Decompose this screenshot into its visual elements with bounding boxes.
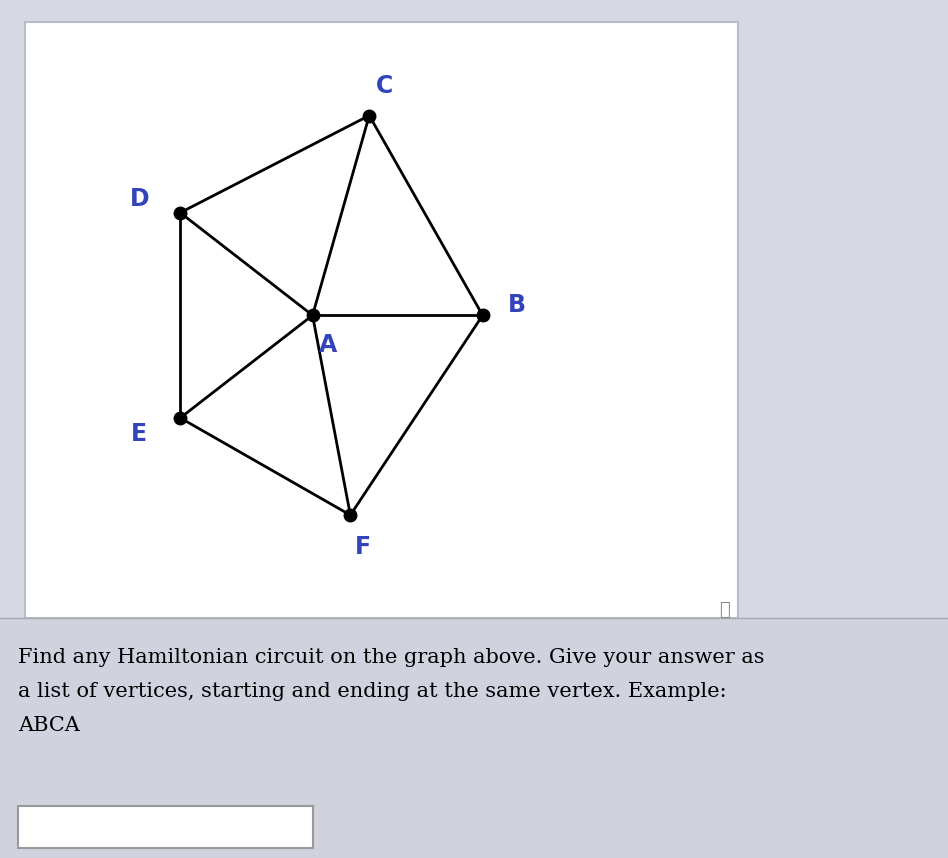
Text: Find any Hamiltonian circuit on the graph above. Give your answer as: Find any Hamiltonian circuit on the grap… bbox=[18, 648, 764, 667]
FancyBboxPatch shape bbox=[0, 618, 948, 858]
Text: F: F bbox=[355, 535, 371, 559]
Text: B: B bbox=[508, 293, 526, 317]
FancyBboxPatch shape bbox=[18, 806, 313, 848]
Text: 🔍: 🔍 bbox=[720, 601, 730, 619]
Text: a list of vertices, starting and ending at the same vertex. Example:: a list of vertices, starting and ending … bbox=[18, 682, 726, 701]
Text: C: C bbox=[376, 74, 393, 98]
Text: D: D bbox=[130, 187, 149, 211]
Text: A: A bbox=[319, 333, 337, 357]
Text: ABCA: ABCA bbox=[18, 716, 80, 735]
Text: E: E bbox=[131, 422, 147, 446]
FancyBboxPatch shape bbox=[25, 22, 738, 618]
